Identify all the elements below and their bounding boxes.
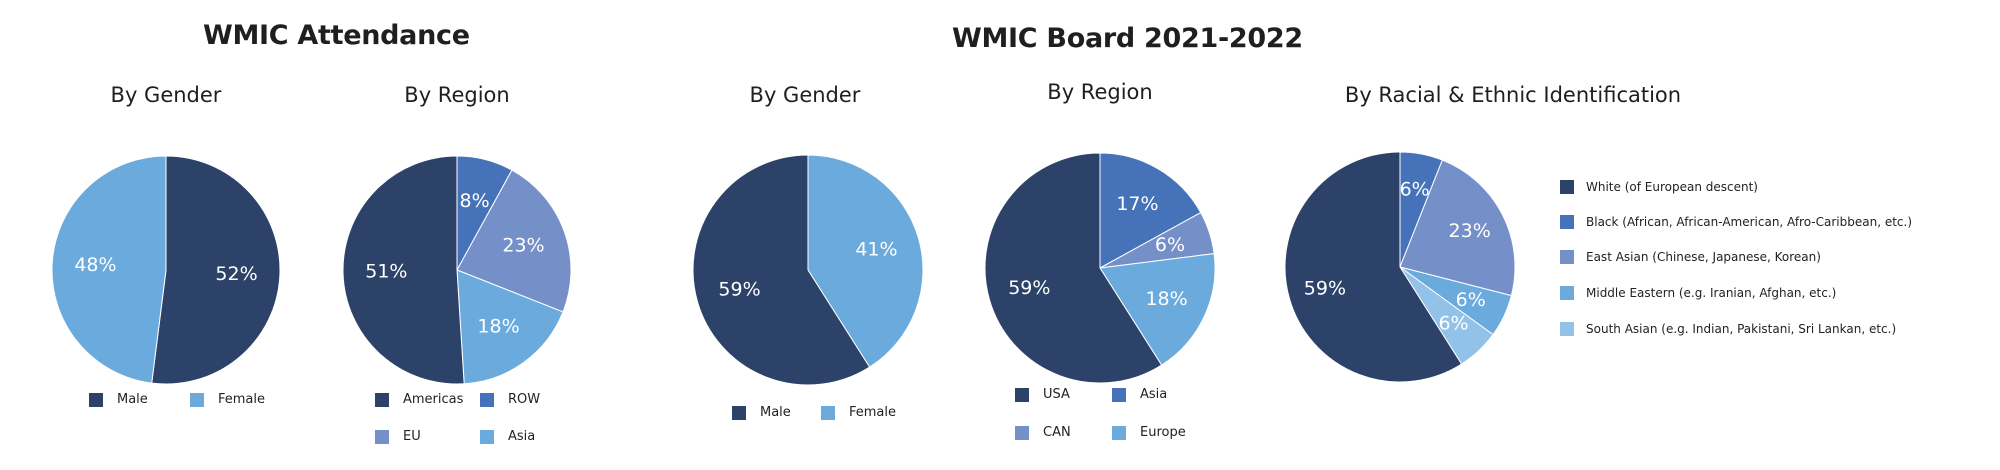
legend-item: CAN xyxy=(1015,425,1071,440)
legend-label: Middle Eastern (e.g. Iranian, Afghan, et… xyxy=(1586,286,1837,300)
legend-label: Asia xyxy=(1140,387,1168,402)
pie-data-label: 23% xyxy=(502,235,544,257)
legend-item: USA xyxy=(1015,387,1070,402)
attendance-heading: WMIC Attendance xyxy=(203,20,470,51)
legend-label: South Asian (e.g. Indian, Pakistani, Sri… xyxy=(1586,322,1897,336)
legend-item: Asia xyxy=(1112,387,1167,402)
pie-slice-white xyxy=(1284,151,1463,383)
pie-data-label: 23% xyxy=(1449,220,1491,242)
legend-item: Americas xyxy=(375,392,463,407)
legend-swatch xyxy=(190,392,204,407)
legend-swatch xyxy=(821,405,835,420)
legend-swatch xyxy=(375,392,389,407)
pie-slice-usa xyxy=(984,152,1163,384)
pie-slice-east xyxy=(1399,159,1516,297)
pie-data-label: 51% xyxy=(365,261,407,283)
legend-swatch xyxy=(1560,250,1574,264)
pie-data-label: 6% xyxy=(1438,313,1468,335)
pie-data-label: 6% xyxy=(1155,234,1185,256)
legend-item: Male xyxy=(732,405,791,420)
legend-swatch xyxy=(1015,387,1029,402)
legend-item: White (of European descent) xyxy=(1560,180,1758,194)
legend-label: Female xyxy=(218,392,266,407)
legend-swatch xyxy=(1560,286,1574,300)
pie-slice-male xyxy=(151,155,281,385)
legend-item: Male xyxy=(89,392,148,407)
legend-item: East Asian (Chinese, Japanese, Korean) xyxy=(1560,250,1821,264)
pie-slice-male xyxy=(692,154,871,386)
legend-item: EU xyxy=(375,429,421,444)
legend-label: Americas xyxy=(403,392,464,407)
legend-swatch xyxy=(1112,387,1126,402)
chart-title: By Gender xyxy=(110,83,222,107)
legend-swatch xyxy=(480,392,494,407)
pie-slice-europe xyxy=(1099,253,1216,366)
pie-data-label: 59% xyxy=(718,278,760,300)
legend-swatch xyxy=(1560,215,1574,229)
legend-label: White (of European descent) xyxy=(1586,180,1758,194)
legend-label: Europe xyxy=(1140,425,1186,440)
pie-data-label: 52% xyxy=(215,263,257,285)
legend-item: Female xyxy=(821,405,896,420)
legend-label: EU xyxy=(403,429,421,444)
chart-title: By Racial & Ethnic Identification xyxy=(1344,83,1682,107)
legend-item: Europe xyxy=(1112,425,1186,440)
board-heading: WMIC Board 2021-2022 xyxy=(952,23,1303,54)
legend-label: ROW xyxy=(508,392,541,407)
legend-item: Asia xyxy=(480,429,535,444)
legend-swatch xyxy=(1112,425,1126,440)
pie-data-label: 17% xyxy=(1116,193,1158,215)
chart-title: By Region xyxy=(1047,80,1153,104)
legend-swatch xyxy=(1015,425,1029,440)
chart-title: By Gender xyxy=(749,83,861,107)
legend-swatch xyxy=(89,392,103,407)
legend-label: East Asian (Chinese, Japanese, Korean) xyxy=(1586,250,1821,264)
pie-data-label: 6% xyxy=(1400,179,1430,201)
pie-slice-asia xyxy=(456,269,564,385)
pie-data-label: 18% xyxy=(477,316,519,338)
pie-data-label: 59% xyxy=(1304,277,1346,299)
legend-swatch xyxy=(1560,180,1574,194)
pie-data-label: 59% xyxy=(1008,277,1050,299)
pie-slice-female xyxy=(51,155,167,384)
legend-item: ROW xyxy=(480,392,540,407)
pie-data-label: 41% xyxy=(855,239,897,261)
chart-title: By Region xyxy=(404,83,510,107)
legend-label: USA xyxy=(1043,387,1070,402)
legend-label: CAN xyxy=(1043,425,1071,440)
legend-swatch xyxy=(732,405,746,420)
legend-item: Black (African, African-American, Afro-C… xyxy=(1560,215,1912,229)
legend-swatch xyxy=(1560,322,1574,336)
pie-slice-female xyxy=(807,154,924,368)
legend-item: Female xyxy=(190,392,265,407)
pie-data-label: 18% xyxy=(1145,288,1187,310)
legend-label: Male xyxy=(117,392,148,407)
legend-item: Middle Eastern (e.g. Iranian, Afghan, et… xyxy=(1560,286,1836,300)
legend-swatch xyxy=(375,429,389,444)
legend-label: Black (African, African-American, Afro-C… xyxy=(1586,215,1913,229)
legend-swatch xyxy=(480,429,494,444)
legend-item: South Asian (e.g. Indian, Pakistani, Sri… xyxy=(1560,322,1896,336)
pie-slice-americas xyxy=(342,155,465,385)
pie-data-label: 48% xyxy=(74,254,116,276)
pie-slice-asia xyxy=(1099,152,1202,269)
legend-label: Female xyxy=(849,405,897,420)
pie-data-label: 6% xyxy=(1456,289,1486,311)
pie-slice-eu xyxy=(456,169,572,313)
pie-data-label: 8% xyxy=(459,190,489,212)
legend-label: Asia xyxy=(508,429,536,444)
legend-label: Male xyxy=(760,405,791,420)
